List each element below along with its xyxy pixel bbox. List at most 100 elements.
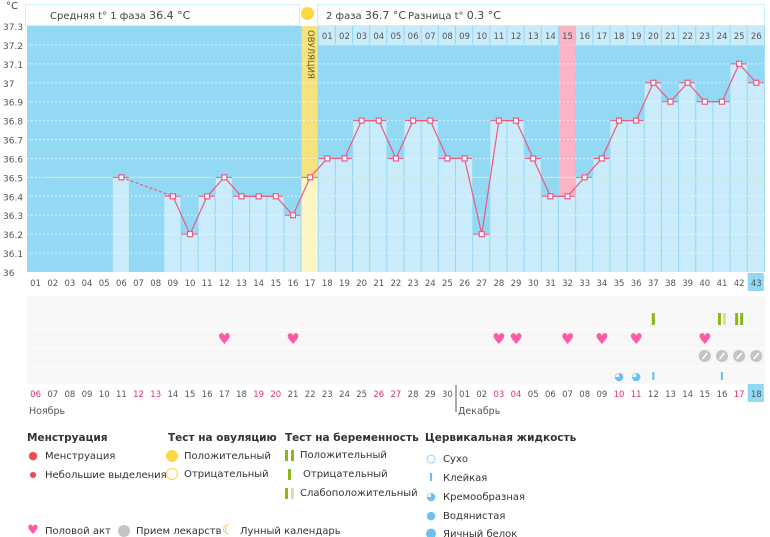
heart-icon: ♥ xyxy=(27,523,39,537)
calendar-date: 21 xyxy=(288,390,299,400)
pregnancy-test-bar-icon xyxy=(717,313,721,325)
single-bar-icon xyxy=(288,469,297,480)
cycle-day-number: 03 xyxy=(64,279,75,289)
legend-cervical-title: Цервикальная жидкость xyxy=(425,432,577,444)
calendar-date: 11 xyxy=(116,390,127,400)
temperature-point xyxy=(221,174,228,181)
temperature-bar xyxy=(713,101,730,272)
phase2-day-number: 06 xyxy=(408,32,419,42)
y-tick-label: 37 xyxy=(3,80,14,90)
phase2-day-cell xyxy=(438,26,455,45)
cycle-day-number: 30 xyxy=(528,279,539,289)
phase2-day-cell xyxy=(593,26,610,45)
phase2-day-cell xyxy=(558,26,576,45)
phase2-day-number: 12 xyxy=(511,32,522,42)
phase2-day-cell xyxy=(387,26,404,45)
y-tick-label: 36.5 xyxy=(3,174,23,184)
y-tick-label: 37.2 xyxy=(3,42,23,52)
temperature-line-segment xyxy=(395,120,414,159)
y-tick-label: 36.8 xyxy=(3,118,23,128)
temperature-bar xyxy=(473,234,490,272)
heart-icon: ♥ xyxy=(698,330,711,348)
y-tick-label: 36.4 xyxy=(3,193,23,203)
cycle-day-number: 05 xyxy=(99,279,110,289)
temperature-point xyxy=(581,174,588,181)
temperature-bar xyxy=(610,120,627,272)
temperature-point xyxy=(238,193,245,200)
creamy-fluid-icon: ◕ xyxy=(614,370,624,383)
cycle-day-number: 36 xyxy=(631,279,642,289)
calendar-date: 13 xyxy=(665,390,676,400)
double-bar-icon xyxy=(285,450,294,461)
cycle-day-number: 37 xyxy=(648,279,659,289)
phase2-day-cell xyxy=(335,26,353,45)
cycle-day-number: 42 xyxy=(734,279,745,289)
legend-pregnancy-negative: Отрицательный xyxy=(285,469,388,480)
temperature-line-segment xyxy=(721,63,740,102)
temperature-point xyxy=(512,117,520,124)
cycle-day-number: 08 xyxy=(150,279,161,289)
ovulation-column-lower xyxy=(301,177,318,272)
phase2-day-number: 24 xyxy=(717,32,728,42)
y-tick-label: 37.3 xyxy=(3,23,23,33)
phase2-day-number: 04 xyxy=(373,32,384,42)
pregnancy-test-positive-icon xyxy=(740,313,744,325)
empty-circle-icon xyxy=(166,468,178,480)
temperature-bar xyxy=(284,215,301,272)
cycle-day-number: 41 xyxy=(717,279,728,289)
legend-ovulation-positive: Положительный xyxy=(166,450,271,462)
current-day-cell xyxy=(747,273,764,291)
phase2-day-number: 16 xyxy=(579,32,590,42)
calendar-date: 23 xyxy=(322,390,333,400)
y-tick-label: 36.3 xyxy=(3,212,23,222)
phase2-day-number: 22 xyxy=(682,32,693,42)
cycle-day-number: 19 xyxy=(339,279,350,289)
phase2-day-number: 26 xyxy=(751,32,762,42)
y-tick-label: 36.9 xyxy=(3,99,23,109)
cycle-day-number: 07 xyxy=(133,279,144,289)
phase2-box xyxy=(317,4,765,26)
calendar-date: 01 xyxy=(459,390,470,400)
calendar-date: 14 xyxy=(167,390,178,400)
phase2-day-number: 07 xyxy=(425,32,436,42)
temperature-bar xyxy=(524,158,541,272)
temperature-point xyxy=(392,155,400,162)
y-tick-label: 36.2 xyxy=(3,231,23,241)
phase2-day-number: 05 xyxy=(391,32,402,42)
temperature-bar xyxy=(232,196,250,272)
calendar-date: 06 xyxy=(30,390,41,400)
calendar-date: 07 xyxy=(562,390,573,400)
calendar-date: 03 xyxy=(493,390,504,400)
phase2-day-number: 18 xyxy=(614,32,625,42)
empty-drop-icon: ○ xyxy=(426,452,436,465)
temperature-point xyxy=(324,155,331,162)
legend-fluid-dry: ○ Сухо xyxy=(426,452,468,465)
moon-icon: ☾ xyxy=(222,523,234,537)
heart-icon: ♥ xyxy=(509,330,522,348)
legend-pregnancy-positive: Положительный xyxy=(285,450,387,461)
temperature-bar xyxy=(593,158,610,272)
y-tick-label: 36.7 xyxy=(3,137,23,147)
y-tick-label: 36.1 xyxy=(3,250,23,260)
pregnancy-test-negative-icon xyxy=(651,313,655,325)
heart-icon: ♥ xyxy=(218,330,231,348)
legend-pregnancy-test-title: Тест на беременность xyxy=(285,432,419,444)
phase2-day-number: 20 xyxy=(648,32,659,42)
temperature-point xyxy=(204,193,211,200)
temperature-point xyxy=(272,193,279,200)
calendar-date: 08 xyxy=(64,390,75,400)
cycle-day-number: 33 xyxy=(579,279,590,289)
temperature-line-segment xyxy=(515,120,534,159)
temperature-point xyxy=(736,60,743,67)
pill-slash xyxy=(736,352,743,360)
phase2-day-cell xyxy=(627,26,644,45)
temperature-point xyxy=(615,117,623,124)
phase2-day-number: 09 xyxy=(459,32,470,42)
cycle-day-number: 39 xyxy=(682,279,693,289)
temperature-point xyxy=(255,193,262,200)
legend-spotting: ● Небольшие выделения xyxy=(27,469,167,481)
temperature-line-segment xyxy=(292,177,311,216)
phase2-day-cell xyxy=(473,26,490,45)
cycle-day-number: 06 xyxy=(116,279,127,289)
temperature-point xyxy=(547,193,554,200)
